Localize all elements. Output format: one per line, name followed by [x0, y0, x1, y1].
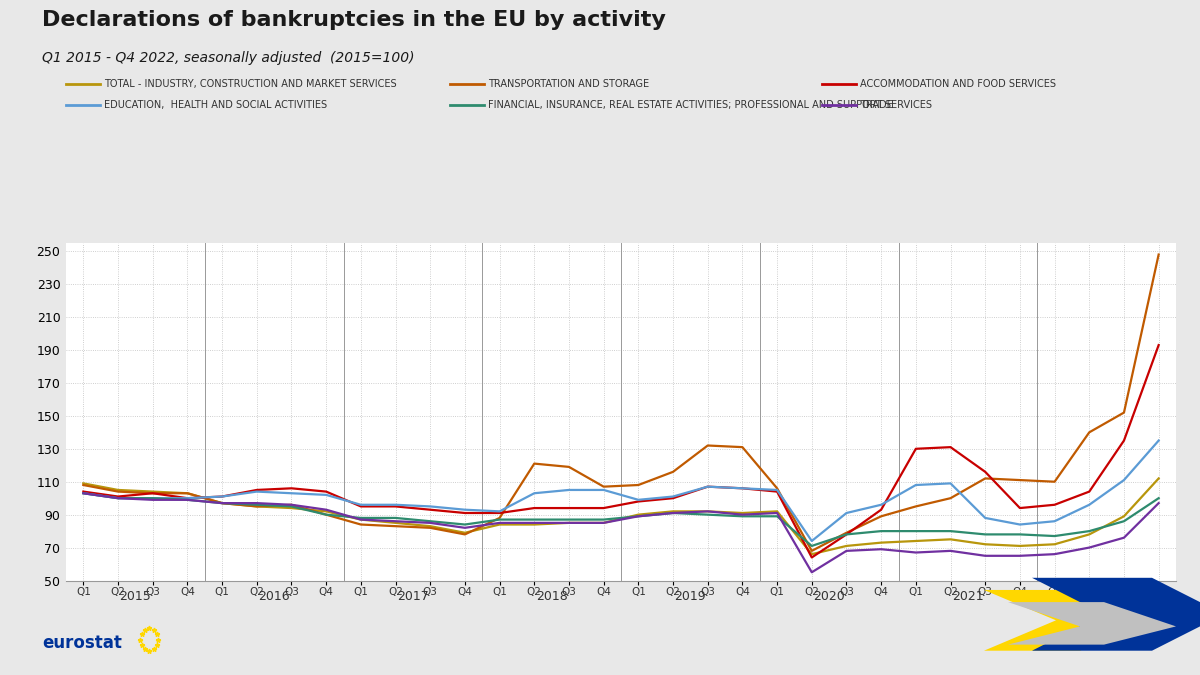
- Text: 2022: 2022: [1091, 591, 1122, 603]
- Text: 2015: 2015: [120, 591, 151, 603]
- Text: ACCOMMODATION AND FOOD SERVICES: ACCOMMODATION AND FOOD SERVICES: [860, 80, 1056, 89]
- Text: 2019: 2019: [674, 591, 706, 603]
- Text: FINANCIAL, INSURANCE, REAL ESTATE ACTIVITIES; PROFESSIONAL AND SUPPORT SERVICES: FINANCIAL, INSURANCE, REAL ESTATE ACTIVI…: [488, 100, 932, 109]
- Text: Q1 2015 - Q4 2022, seasonally adjusted  (2015=100): Q1 2015 - Q4 2022, seasonally adjusted (…: [42, 51, 414, 65]
- Text: TRANSPORTATION AND STORAGE: TRANSPORTATION AND STORAGE: [488, 80, 649, 89]
- Text: 2017: 2017: [397, 591, 428, 603]
- Text: Declarations of bankruptcies in the EU by activity: Declarations of bankruptcies in the EU b…: [42, 10, 666, 30]
- Text: 2021: 2021: [952, 591, 984, 603]
- Polygon shape: [1008, 602, 1176, 645]
- Text: eurostat: eurostat: [42, 634, 122, 651]
- Polygon shape: [984, 590, 1152, 651]
- Text: 2016: 2016: [258, 591, 290, 603]
- Text: 2020: 2020: [814, 591, 845, 603]
- Text: TRADE: TRADE: [860, 100, 893, 109]
- Text: 2018: 2018: [535, 591, 568, 603]
- Text: TOTAL - INDUSTRY, CONSTRUCTION AND MARKET SERVICES: TOTAL - INDUSTRY, CONSTRUCTION AND MARKE…: [104, 80, 397, 89]
- Polygon shape: [1032, 578, 1200, 651]
- Text: EDUCATION,  HEALTH AND SOCIAL ACTIVITIES: EDUCATION, HEALTH AND SOCIAL ACTIVITIES: [104, 100, 328, 109]
